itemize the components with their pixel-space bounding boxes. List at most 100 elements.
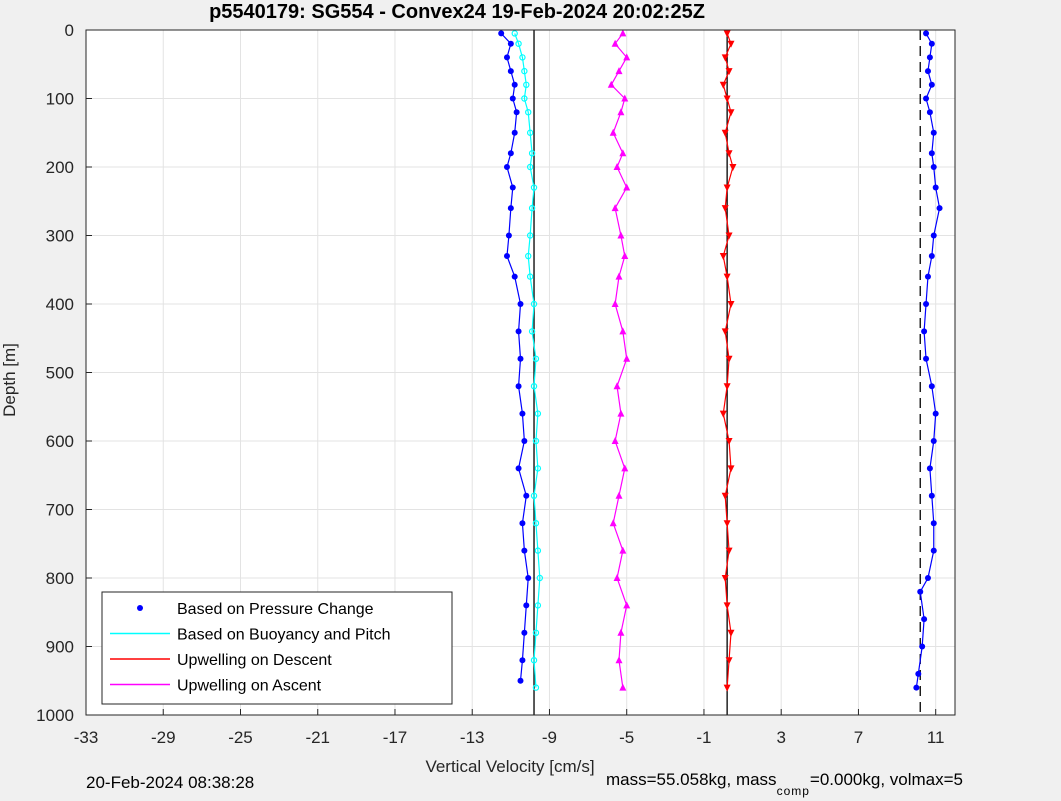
series-0-ascent-point [923,355,930,362]
footer-mass-suffix: =0.000kg, volmax=5 [809,770,964,789]
chart-title: p5540179: SG554 - Convex24 19-Feb-2024 2… [209,1,705,23]
series-0-ascent-point [924,273,931,280]
series-0-ascent-point [928,81,935,88]
series-2-point [727,301,735,308]
series-0-descent-point [521,547,528,554]
series-3-point [617,409,625,417]
x-tick-label: -5 [619,728,634,747]
y-tick-label: 700 [46,501,74,520]
footer-mass-subscript: comp [776,784,810,798]
series-2-point [723,184,731,192]
series-3-point [623,354,631,362]
series-0-descent-point [515,383,522,390]
y-tick-label: 100 [46,90,74,109]
series-3-point [619,546,627,554]
series-0-ascent-point [932,410,939,417]
x-tick-label: 3 [776,728,785,747]
series-1-descent-point [532,355,540,362]
y-tick-label: 200 [46,158,74,177]
series-1-descent-point [536,574,544,582]
series-2-point [719,410,727,418]
y-tick-label: 500 [46,364,74,383]
series-2-point [727,465,735,473]
series-0-ascent-point [915,670,922,677]
series-3-point [617,628,625,636]
series-1-descent-point [525,252,532,260]
series-2-point [727,40,735,48]
series-3-point [611,204,619,212]
series-1-descent-point [534,547,542,554]
series-0-descent-point [511,81,518,88]
series-0-descent-point [503,54,510,61]
series-based-on-pressure-change [498,30,943,691]
series-0-descent-point [515,465,522,472]
series-1-descent-point [526,163,534,171]
series-1-descent-point [530,492,538,499]
series-0-descent-point [521,438,528,444]
x-tick-label: -33 [74,728,99,747]
series-0-descent-point [511,129,518,136]
series-3-point [615,272,623,280]
series-2-point [725,355,733,363]
series-3-point [619,327,627,335]
series-3-point [623,53,631,61]
x-tick-label: -21 [305,728,330,747]
x-tick-label: -25 [228,728,253,747]
series-1-descent-point [530,383,538,390]
series-2-point [725,68,733,76]
series-0-ascent-point [921,616,928,623]
series-2-point [725,438,733,445]
series-0-ascent-point [926,465,933,472]
series-based-on-buoyancy-and-pitch [511,30,544,691]
series-3-point [621,252,629,260]
series-0-descent-point [505,232,512,239]
series-0-ascent-point [930,164,937,170]
series-1-descent-point [521,95,528,102]
series-0-ascent-point [923,95,930,102]
legend-label-0: Based on Pressure Change [177,601,374,618]
legend-label-3: Upwelling on Ascent [177,678,322,695]
series-2-point [727,629,735,637]
series-2-point [723,30,731,38]
legend-label-1: Based on Buoyancy and Pitch [177,627,390,644]
series-1-descent-point [515,40,522,47]
series-1-descent-point [525,108,532,116]
series-3-point [613,382,621,390]
series-0-descent-point [521,629,528,636]
y-tick-label: 300 [46,227,74,246]
series-0-descent-point [519,657,526,664]
series-3-point [613,163,621,170]
series-2-point [721,575,729,582]
series-0-descent-point [523,492,530,499]
series-2-point [723,684,731,692]
series-0-descent-point [519,520,526,527]
series-0-ascent-point [928,150,935,157]
series-0-descent-point [507,150,514,157]
series-0-descent-point [507,68,514,75]
series-1-descent-point [526,273,534,280]
series-0-ascent-point [936,205,943,212]
series-0-descent-point [523,602,530,609]
series-1-descent-point [534,602,542,609]
series-1-descent-point [534,465,542,472]
series-0-descent-point [509,184,516,191]
series-2-point [723,273,731,281]
series-3-point [613,574,621,581]
legend-box [101,591,453,705]
series-2-point [723,95,731,103]
series-0-ascent-point [926,109,933,116]
series-2-point [729,164,737,171]
series-2-point [723,520,731,528]
x-tick-label: -1 [696,728,711,747]
series-3-point [621,94,629,102]
series-0-descent-point [513,109,520,116]
footer-mass-prefix: mass=55.058kg, mass [606,770,777,789]
series-upwelling-on-descent [719,30,737,692]
series-0-descent-point [519,410,526,417]
series-0-descent-point [517,677,524,684]
series-2-point [723,602,731,610]
footer-date: 20-Feb-2024 08:38:28 [86,773,255,792]
series-3-line [610,33,628,688]
x-tick-label: -17 [383,728,408,747]
series-2-point [719,81,727,89]
